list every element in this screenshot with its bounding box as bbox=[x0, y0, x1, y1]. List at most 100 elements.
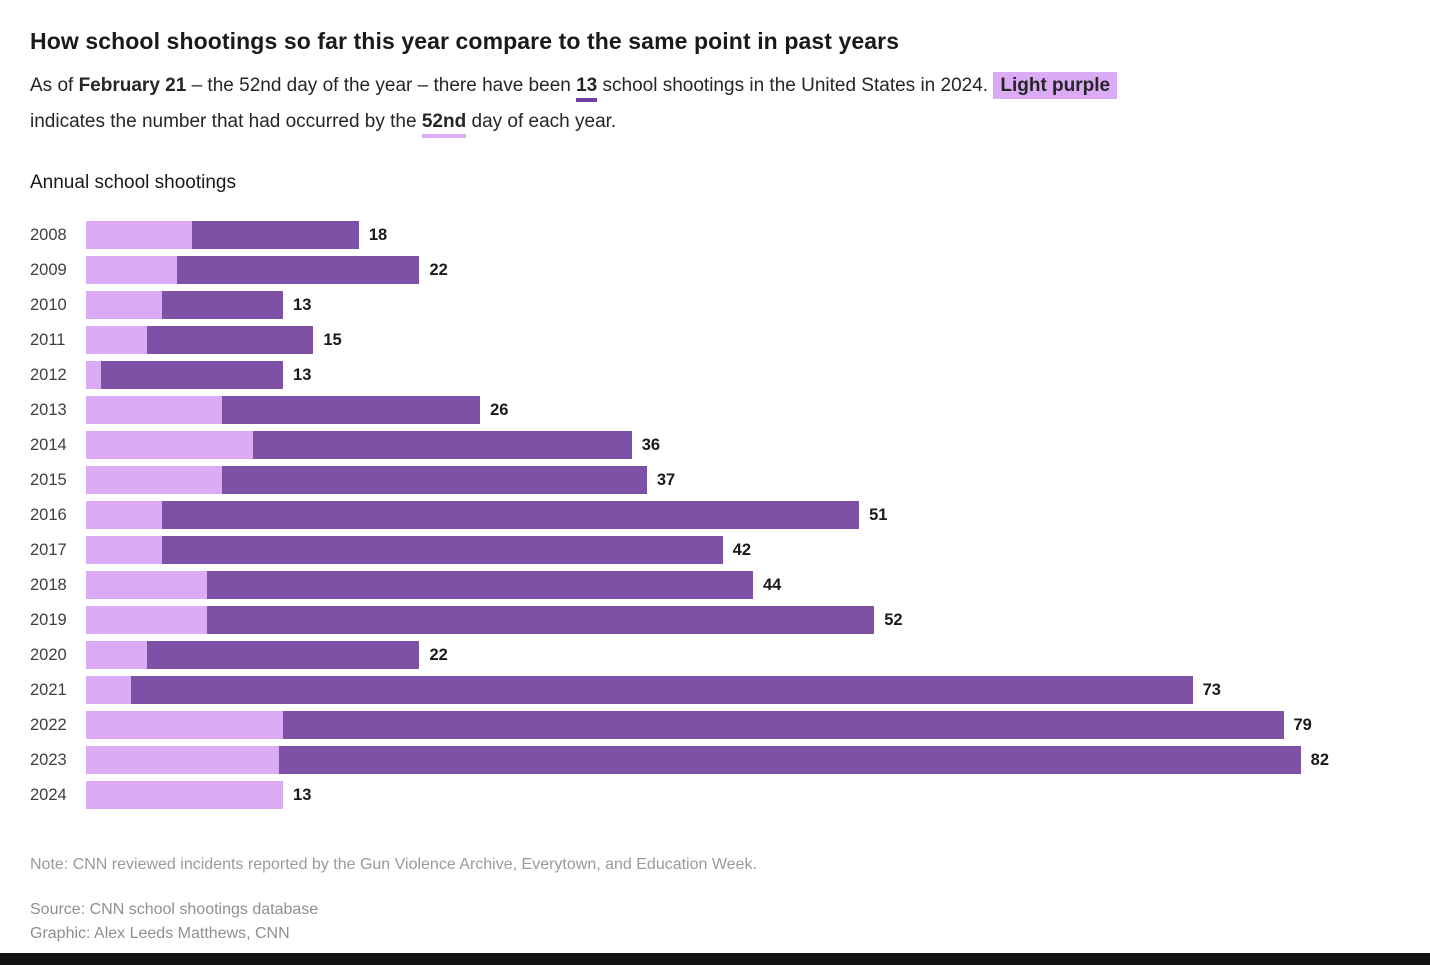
bar-segment-rest-of-year bbox=[131, 676, 1193, 704]
bar-track: 18 bbox=[86, 221, 1329, 249]
bar-segment-by-52nd-day bbox=[86, 466, 223, 494]
bar-segment-rest-of-year bbox=[101, 361, 284, 389]
subtitle-segment: indicates the number that had occurred b… bbox=[30, 111, 422, 132]
chart-row: 2016 51 bbox=[30, 501, 1400, 529]
chart-row: 2017 42 bbox=[30, 536, 1400, 564]
chart-row: 2020 22 bbox=[30, 641, 1400, 669]
source-text: Source: CNN school shootings database bbox=[30, 901, 319, 918]
bar-segment-by-52nd-day bbox=[86, 291, 162, 319]
chart-row: 2011 15 bbox=[30, 326, 1400, 354]
bar-segment-rest-of-year bbox=[278, 746, 1301, 774]
chart-row: 2015 37 bbox=[30, 466, 1400, 494]
total-value-label: 15 bbox=[323, 330, 342, 349]
year-label: 2016 bbox=[30, 505, 67, 524]
chart-row: 2021 73 bbox=[30, 676, 1400, 704]
subtitle-segment: February 21 bbox=[78, 75, 187, 96]
year-label: 2018 bbox=[30, 575, 67, 594]
chart-row: 2009 22 bbox=[30, 256, 1400, 284]
year-label: 2014 bbox=[30, 435, 67, 454]
graphic-credit-text: Graphic: Alex Leeds Matthews, CNN bbox=[30, 925, 290, 942]
bar-track: 13 bbox=[86, 291, 1329, 319]
chart-row: 2013 26 bbox=[30, 396, 1400, 424]
bar-segment-rest-of-year bbox=[146, 326, 314, 354]
chart-row: 2010 13 bbox=[30, 291, 1400, 319]
year-label: 2011 bbox=[30, 330, 66, 349]
chart-headline: How school shootings so far this year co… bbox=[30, 28, 900, 54]
bar-segment-by-52nd-day bbox=[86, 781, 284, 809]
total-value-label: 73 bbox=[1202, 680, 1221, 699]
chart-subtitle: As of February 21 – the 52nd day of the … bbox=[30, 68, 1320, 140]
bar-segment-by-52nd-day bbox=[86, 711, 284, 739]
bar-track: 42 bbox=[86, 536, 1329, 564]
bar-track: 44 bbox=[86, 571, 1329, 599]
bar-track: 37 bbox=[86, 466, 1329, 494]
total-value-label: 37 bbox=[656, 470, 676, 489]
bar-track: 22 bbox=[86, 641, 1329, 669]
total-value-label: 13 bbox=[293, 365, 312, 384]
subtitle-segment: school shootings in the United States in… bbox=[597, 75, 994, 96]
credits: Source: CNN school shootings database Gr… bbox=[30, 898, 1400, 946]
bar-chart: 2008 18 2009 22 2010 13 2011 15 2012 13 2013 26 2014… bbox=[30, 221, 1400, 809]
year-label: 2012 bbox=[30, 365, 67, 384]
year-label: 2015 bbox=[30, 470, 67, 489]
bar-segment-rest-of-year bbox=[192, 221, 359, 249]
light-purple-legend-chip: Light purple bbox=[993, 72, 1118, 99]
total-value-label: 26 bbox=[490, 400, 509, 419]
subtitle-segment: – the 52nd day of the year – there have … bbox=[186, 75, 577, 96]
total-value-label: 13 bbox=[293, 785, 312, 804]
year-label: 2024 bbox=[30, 785, 67, 804]
year-label: 2019 bbox=[30, 610, 67, 629]
chart-row: 2018 44 bbox=[30, 571, 1400, 599]
total-value-label: 51 bbox=[869, 505, 888, 524]
bar-track: 15 bbox=[86, 326, 1329, 354]
bar-track: 51 bbox=[86, 501, 1329, 529]
chart-row: 2014 36 bbox=[30, 431, 1400, 459]
bar-segment-rest-of-year bbox=[146, 641, 420, 669]
subtitle-segment: 52nd bbox=[421, 111, 467, 138]
bar-segment-by-52nd-day bbox=[86, 501, 162, 529]
bar-segment-by-52nd-day bbox=[86, 396, 223, 424]
chart-row: 2022 79 bbox=[30, 711, 1400, 739]
total-value-label: 44 bbox=[762, 575, 782, 594]
total-value-label: 82 bbox=[1310, 750, 1329, 769]
year-label: 2008 bbox=[30, 225, 67, 244]
chart-row: 2019 52 bbox=[30, 606, 1400, 634]
chart-row: 2024 13 bbox=[30, 781, 1400, 809]
year-label: 2013 bbox=[30, 400, 67, 419]
year-label: 2017 bbox=[30, 540, 67, 559]
bar-segment-rest-of-year bbox=[176, 256, 420, 284]
year-label: 2009 bbox=[30, 260, 67, 279]
chart-footer: Note: CNN reviewed incidents reported by… bbox=[30, 856, 1400, 946]
bar-segment-rest-of-year bbox=[161, 501, 860, 529]
bar-track: 13 bbox=[86, 361, 1329, 389]
year-label: 2022 bbox=[30, 715, 67, 734]
bar-track: 36 bbox=[86, 431, 1329, 459]
bar-segment-by-52nd-day bbox=[86, 536, 162, 564]
chart-row: 2012 13 bbox=[30, 361, 1400, 389]
note-text: Note: CNN reviewed incidents reported by… bbox=[30, 856, 757, 873]
bar-segment-rest-of-year bbox=[207, 606, 875, 634]
subtitle-segment: day of each year. bbox=[466, 111, 617, 132]
year-label: 2021 bbox=[30, 680, 67, 699]
bar-track: 82 bbox=[86, 746, 1329, 774]
chart-row: 2023 82 bbox=[30, 746, 1400, 774]
bar-segment-rest-of-year bbox=[207, 571, 753, 599]
chart-section-title: Annual school shootings bbox=[30, 172, 236, 193]
total-value-label: 36 bbox=[641, 435, 661, 454]
bar-segment-rest-of-year bbox=[283, 711, 1284, 739]
bar-segment-by-52nd-day bbox=[86, 361, 102, 389]
bar-segment-rest-of-year bbox=[161, 291, 284, 319]
chart-row: 2008 18 bbox=[30, 221, 1400, 249]
bar-track: 52 bbox=[86, 606, 1329, 634]
total-value-label: 42 bbox=[732, 540, 751, 559]
bottom-black-bar bbox=[0, 953, 1430, 965]
bar-segment-by-52nd-day bbox=[86, 676, 132, 704]
bar-segment-rest-of-year bbox=[222, 396, 481, 424]
bar-segment-by-52nd-day bbox=[86, 571, 208, 599]
bar-track: 79 bbox=[86, 711, 1329, 739]
subtitle-segment: As of bbox=[30, 75, 79, 96]
bar-track: 22 bbox=[86, 256, 1329, 284]
bar-segment-rest-of-year bbox=[222, 466, 647, 494]
bar-segment-by-52nd-day bbox=[86, 256, 177, 284]
